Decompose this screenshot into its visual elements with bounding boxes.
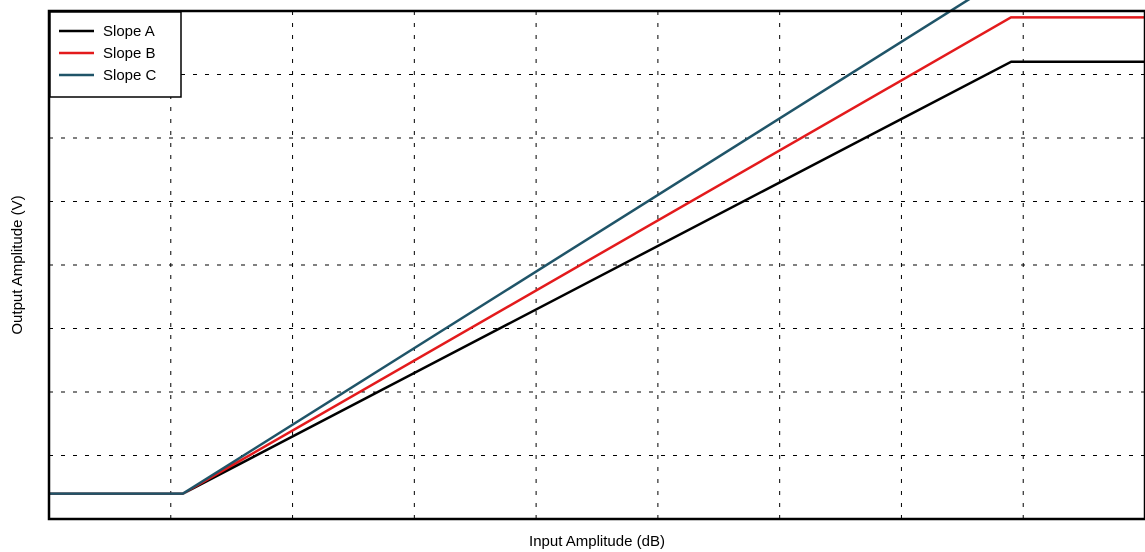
series-lines xyxy=(49,0,1145,495)
series-line-slope-a xyxy=(49,60,1145,495)
legend-label: Slope C xyxy=(103,67,157,84)
plot-frame xyxy=(47,9,1145,521)
legend-label: Slope A xyxy=(103,23,155,40)
grid xyxy=(49,11,1145,519)
y-axis-label: Output Amplitude (V) xyxy=(9,195,26,334)
series-line-slope-c xyxy=(49,0,971,495)
x-axis-label: Input Amplitude (dB) xyxy=(529,533,665,550)
legend: Slope A Slope B Slope C xyxy=(49,11,182,98)
legend-box xyxy=(49,11,182,98)
series-line-slope-b xyxy=(49,16,1145,495)
legend-label: Slope B xyxy=(103,45,156,62)
